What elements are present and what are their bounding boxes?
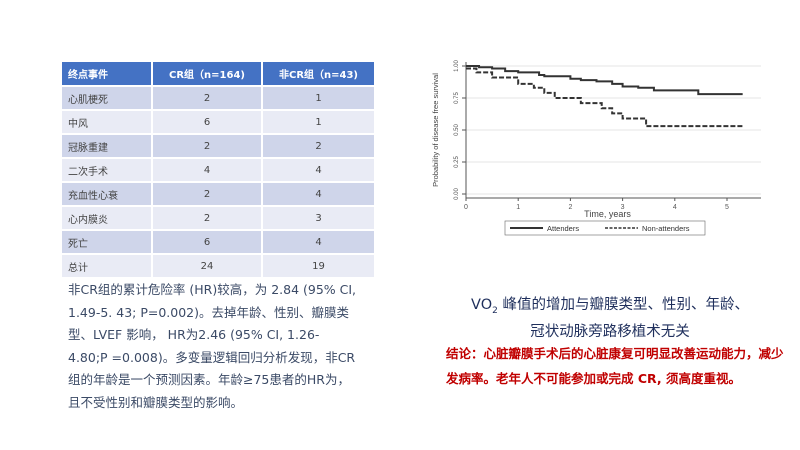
cell-cr: 6 bbox=[151, 109, 263, 135]
x-axis-label: Time, years bbox=[584, 209, 631, 219]
table-row: 中风 6 1 bbox=[60, 109, 376, 135]
title-line2: 冠状动脉旁路移植术无关 bbox=[530, 323, 690, 340]
cell-non-cr: 1 bbox=[261, 85, 376, 111]
table-row: 充血性心衰 2 4 bbox=[60, 181, 376, 207]
y-tick-label: 0.50 bbox=[454, 124, 460, 136]
endpoint-table: 终点事件 CR组（n=164) 非CR组（n=43) 心肌梗死 2 1 中风 6 1 冠脉重… bbox=[60, 60, 376, 279]
title-vo: VO bbox=[471, 297, 493, 313]
cell-endpoint: 充血性心衰 bbox=[60, 181, 153, 207]
cell-endpoint: 心内膜炎 bbox=[60, 205, 153, 231]
cell-endpoint: 二次手术 bbox=[60, 157, 153, 183]
cell-endpoint: 总计 bbox=[60, 253, 153, 279]
cell-endpoint: 心肌梗死 bbox=[60, 85, 153, 111]
vo2-title: VO2 峰值的增加与瓣膜类型、性别、年龄、 冠状动脉旁路移植术无关 bbox=[440, 295, 780, 343]
table-row: 总计 24 19 bbox=[60, 253, 376, 279]
cell-endpoint: 中风 bbox=[60, 109, 153, 135]
cell-non-cr: 1 bbox=[261, 109, 376, 135]
series-line-0 bbox=[466, 65, 743, 96]
legend-label-attenders: Attenders bbox=[547, 224, 579, 233]
x-tick-label: 4 bbox=[673, 204, 677, 211]
cell-non-cr: 4 bbox=[261, 181, 376, 207]
header-cr: CR组（n=164) bbox=[151, 60, 263, 87]
cell-cr: 2 bbox=[151, 85, 263, 111]
hr-paragraph: 非CR组的累计危险率 (HR)较高，为 2.84 (95% CI, 1.49-5… bbox=[68, 282, 357, 410]
table-row: 心肌梗死 2 1 bbox=[60, 85, 376, 111]
y-tick-label: 0.00 bbox=[454, 188, 460, 200]
y-axis-label: Probability of disease free survival bbox=[431, 73, 440, 187]
x-tick-label: 0 bbox=[464, 204, 468, 211]
cell-cr: 2 bbox=[151, 205, 263, 231]
cell-non-cr: 4 bbox=[261, 157, 376, 183]
table-row: 冠脉重建 2 2 bbox=[60, 133, 376, 159]
cell-cr: 24 bbox=[151, 253, 263, 279]
title-sub: 2 bbox=[492, 305, 498, 316]
x-tick-label: 1 bbox=[516, 204, 520, 211]
cell-non-cr: 19 bbox=[261, 253, 376, 279]
series-line-1 bbox=[466, 67, 743, 128]
header-non-cr: 非CR组（n=43) bbox=[261, 60, 376, 87]
cell-cr: 4 bbox=[151, 157, 263, 183]
cell-cr: 6 bbox=[151, 229, 263, 255]
table-row: 心内膜炎 2 3 bbox=[60, 205, 376, 231]
cell-endpoint: 死亡 bbox=[60, 229, 153, 255]
x-tick-label: 2 bbox=[568, 204, 572, 211]
legend-label-non-attenders: Non-attenders bbox=[642, 224, 690, 233]
km-survival-chart: 0.00 0.25 0.50 0.75 1.00 0 1 2 3 4 5 Time, years Pro… bbox=[431, 60, 761, 236]
table-row: 死亡 6 4 bbox=[60, 229, 376, 255]
conclusion-text: 结论：心脏瓣膜手术后的心脏康复可明显改善运动能力，减少发病率。老年人不可能参加或… bbox=[446, 346, 784, 386]
y-tick-label: 0.75 bbox=[454, 92, 460, 104]
cell-non-cr: 4 bbox=[261, 229, 376, 255]
cell-cr: 2 bbox=[151, 133, 263, 159]
cell-non-cr: 3 bbox=[261, 205, 376, 231]
title-rest: 峰值的增加与瓣膜类型、性别、年龄、 bbox=[497, 297, 749, 313]
header-endpoint: 终点事件 bbox=[60, 60, 153, 87]
cell-non-cr: 2 bbox=[261, 133, 376, 159]
cell-endpoint: 冠脉重建 bbox=[60, 133, 153, 159]
y-tick-label: 0.25 bbox=[454, 156, 460, 168]
table-row: 二次手术 4 4 bbox=[60, 157, 376, 183]
x-tick-label: 3 bbox=[621, 204, 625, 211]
x-tick-label: 5 bbox=[725, 204, 729, 211]
y-tick-label: 1.00 bbox=[454, 60, 460, 72]
cell-cr: 2 bbox=[151, 181, 263, 207]
